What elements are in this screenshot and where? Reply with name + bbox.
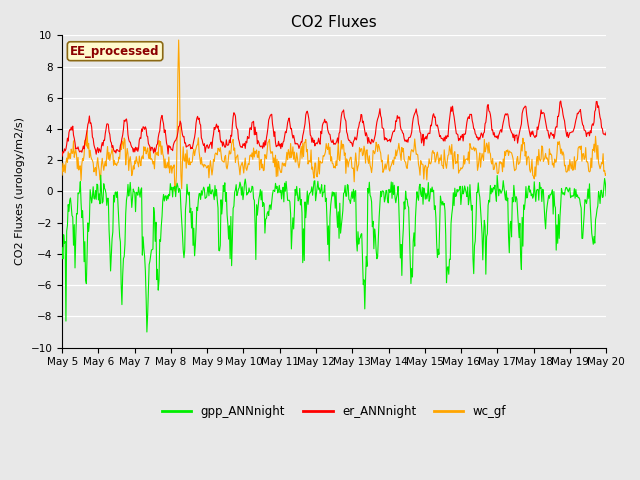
Legend: gpp_ANNnight, er_ANNnight, wc_gf: gpp_ANNnight, er_ANNnight, wc_gf: [157, 400, 511, 423]
Title: CO2 Fluxes: CO2 Fluxes: [291, 15, 377, 30]
Y-axis label: CO2 Fluxes (urology/m2/s): CO2 Fluxes (urology/m2/s): [15, 118, 25, 265]
Text: EE_processed: EE_processed: [70, 45, 160, 58]
